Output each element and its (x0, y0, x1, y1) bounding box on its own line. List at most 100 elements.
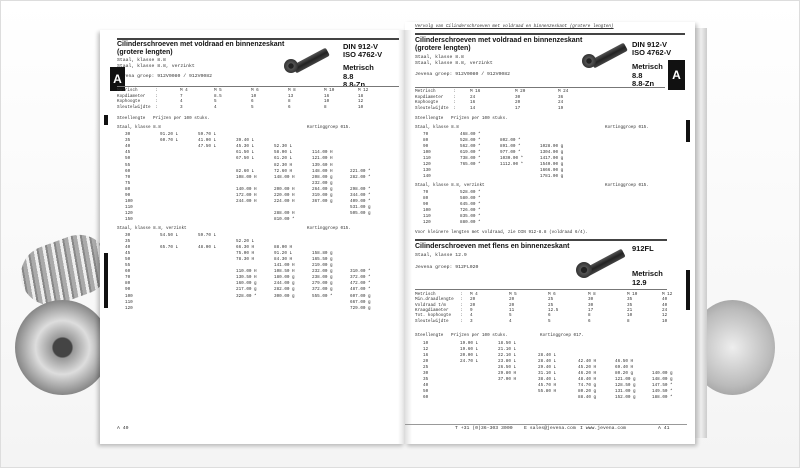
length-value: 90 (423, 202, 429, 207)
spec-value: : (460, 307, 463, 313)
price-cell: 1666.00 g (540, 168, 564, 173)
spec-rule (415, 289, 667, 290)
price-cell: 188.00 * (652, 395, 673, 400)
length-value: 110 (125, 205, 133, 211)
length-value: 140 (423, 174, 431, 179)
spec-value: 10 (627, 313, 633, 319)
spec-value: : (460, 292, 463, 297)
spec-value: : (460, 318, 463, 324)
footer-email[interactable]: E sales@jevena.com (524, 426, 576, 431)
length-value: 50 (125, 256, 131, 262)
price-cell: 1417.00 g (540, 156, 564, 161)
product-title: Cilinderschroeven met voldraad en binnen… (415, 37, 583, 44)
price-cell: 139.60 H (312, 162, 333, 168)
price-cell: 667.00 g (350, 299, 371, 305)
spec-value: 17 (588, 307, 594, 313)
spec-value: 35 (627, 302, 633, 308)
price-cell: 810.00 * (274, 217, 295, 223)
price-cell: 55.80 H (538, 389, 557, 394)
length-value: 20 (423, 359, 429, 364)
price-cell: 29.40 L (538, 365, 557, 370)
spec-value: M 5 (509, 292, 517, 297)
spec-value: 24 (558, 100, 564, 105)
spec-value: 36 (558, 94, 564, 100)
spec-value: : (453, 94, 456, 100)
spec-value: : (155, 104, 158, 110)
length-value: 40 (125, 144, 131, 150)
footnote: Voor kleinere lengten met voldraad, zie … (415, 230, 588, 235)
discount-group: Kortinggroep 015. (605, 183, 649, 188)
price-cell: 328.00 * (236, 293, 257, 299)
footer-phone: T +31 (0)36-303 3000 (455, 426, 513, 431)
price-cell: 217.00 g (236, 287, 257, 293)
price-cell: 37.00 H (498, 377, 517, 382)
spec-value: 20 (470, 302, 476, 308)
price-cell: 310.00 * (350, 269, 371, 275)
spec-value: 21 (627, 307, 633, 313)
product-title-line2: (grotere lengten) (415, 45, 471, 52)
length-value: 45 (125, 250, 131, 256)
length-value: 30 (423, 371, 429, 376)
price-cell: 52.20 L (236, 238, 255, 244)
price-cell: 45.30 L (236, 144, 255, 150)
section-tab[interactable]: A (110, 67, 125, 91)
price-cell: 121.00 H (312, 156, 333, 162)
spec-value: 6 (288, 104, 291, 110)
price-cell: 528.00 * (460, 138, 481, 143)
length-value: 90 (125, 287, 131, 293)
spec-value: : (460, 297, 463, 303)
spec-value: 8 (288, 99, 291, 104)
spec-value: : (155, 88, 158, 93)
spec-value: 3 (180, 104, 183, 110)
length-value: 60 (423, 395, 429, 400)
spec-value: 12.5 (548, 307, 559, 313)
price-cell: 84.30 H (274, 256, 293, 262)
price-cell: 645.00 * (460, 202, 481, 207)
price-cell: 130.50 H (236, 275, 257, 281)
footer-rule (405, 424, 687, 425)
length-value: 80 (125, 186, 131, 192)
price-cell: 28.40 L (538, 353, 557, 358)
price-cell: 891.00 * (500, 144, 521, 149)
hex-socket-bolt-head-image (15, 300, 110, 395)
spec-value: 10 (358, 104, 364, 110)
spec-value: M 8 (288, 88, 296, 93)
spec-value: : (155, 93, 158, 99)
price-cell: 47.50 L (198, 144, 217, 150)
length-value: 100 (125, 199, 133, 205)
spec-value: 6 (548, 313, 551, 319)
price-cell: 91.20 L (274, 250, 293, 256)
price-cell: 21.10 L (498, 347, 517, 352)
discount-group: Kortinggroep 015. (605, 125, 649, 130)
spec-value: M 8 (588, 292, 596, 297)
length-value: 90 (125, 193, 131, 198)
price-cell: 165.50 g (312, 256, 333, 262)
price-cell: 24.70 L (460, 359, 479, 364)
price-cell: 288.00 H (274, 211, 295, 217)
spec-value: 30 (588, 297, 594, 303)
price-cell: 108.50 H (274, 269, 295, 275)
book-spine (398, 30, 412, 444)
spec-value: 24 (662, 307, 668, 313)
spec-label: Kopdiameter (117, 93, 146, 99)
price-cell: 200.00 H (274, 186, 295, 192)
spec-value: 8.5 (214, 93, 222, 99)
spec-value: : (453, 89, 456, 94)
price-cell: 1028.00 g (540, 144, 564, 149)
length-value: 110 (423, 156, 431, 161)
norm-iso: ISO 4762-V (343, 50, 383, 59)
price-cell: 26.50 L (498, 365, 517, 370)
price-cell: 88.00 H (274, 244, 293, 250)
spec-value: : (155, 99, 158, 104)
length-value: 120 (423, 162, 431, 167)
grade: 8.8-Zn (343, 80, 366, 89)
length-value: 120 (423, 220, 431, 225)
group-code: Jevena groep: 912V0080 / 912V0082 (415, 72, 510, 77)
grade: 12.9 (632, 278, 647, 287)
spec-value: 6 (251, 99, 254, 104)
spec-value: M 10 (627, 292, 638, 297)
footer-website[interactable]: I www.jevena.com (580, 426, 627, 431)
section-tab[interactable]: A (668, 60, 685, 90)
length-value: 90 (423, 144, 429, 149)
price-cell: 1781.00 g (540, 174, 564, 179)
